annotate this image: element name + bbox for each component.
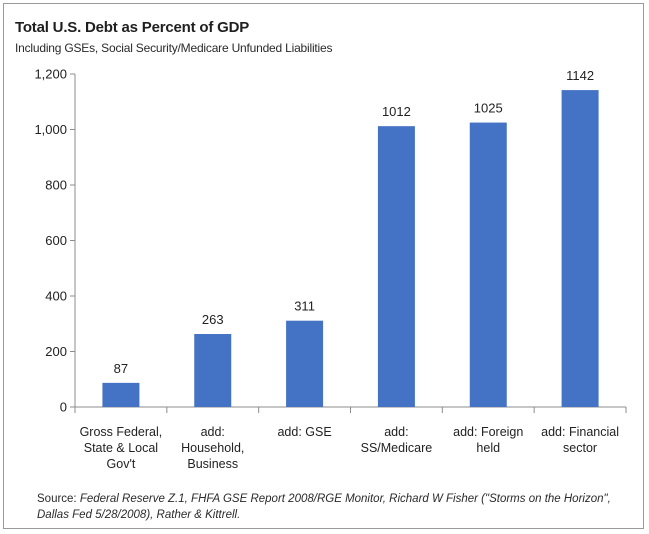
y-tick-label: 400 [45,289,67,304]
data-label: 1012 [382,104,411,119]
y-tick-label: 800 [45,178,67,193]
chart-title: Total U.S. Debt as Percent of GDP [15,19,250,36]
category-label: sector [563,441,597,455]
data-label: 1142 [566,68,594,83]
bar [377,126,415,408]
data-labels: 87 263 311 1012 1025 1142 [114,68,594,376]
category-label: Gross Federal, [80,425,163,439]
category-label: Business [187,457,238,471]
category-label: Household, [181,441,244,455]
category-label: SS/Medicare [361,441,433,455]
bar-chart: 0 200 400 600 800 1,000 1,200 87 263 311 1012 1025… [34,67,627,471]
data-label: 1025 [474,101,503,116]
y-tick-label: 1,200 [34,67,67,82]
chart-frame: Total U.S. Debt as Percent of GDP Includ… [3,3,644,529]
source-lead: Source: [37,493,80,505]
x-axis [74,406,627,413]
source-note: Source: Federal Reserve Z.1, FHFA GSE Re… [37,491,627,523]
bar [102,382,140,407]
y-tick-label: 1,000 [34,122,67,137]
y-tick-label: 600 [45,233,67,248]
category-label: add: Financial [541,425,619,439]
bar [469,122,507,407]
chart-subtitle: Including GSEs, Social Security/Medicare… [15,41,333,55]
data-label: 263 [202,312,224,327]
bar [561,90,599,407]
category-label: State & Local [84,441,158,455]
data-label: 311 [294,299,315,314]
category-label: held [476,441,500,455]
category-label: add: [384,425,408,439]
y-axis: 0 200 400 600 800 1,000 1,200 [34,67,76,415]
bar [286,320,324,407]
data-label: 87 [114,361,128,376]
category-label: add: GSE [277,425,331,439]
source-text: Federal Reserve Z.1, FHFA GSE Report 200… [37,493,611,521]
y-tick-label: 200 [45,344,67,359]
category-label: add: Foreign [453,425,523,439]
bar [194,334,232,407]
bars [102,90,599,408]
y-tick-label: 0 [60,400,67,415]
category-labels: Gross Federal, State & Local Gov't add: Hous… [80,425,619,471]
category-label: add: [201,425,225,439]
category-label: Gov't [107,457,136,471]
